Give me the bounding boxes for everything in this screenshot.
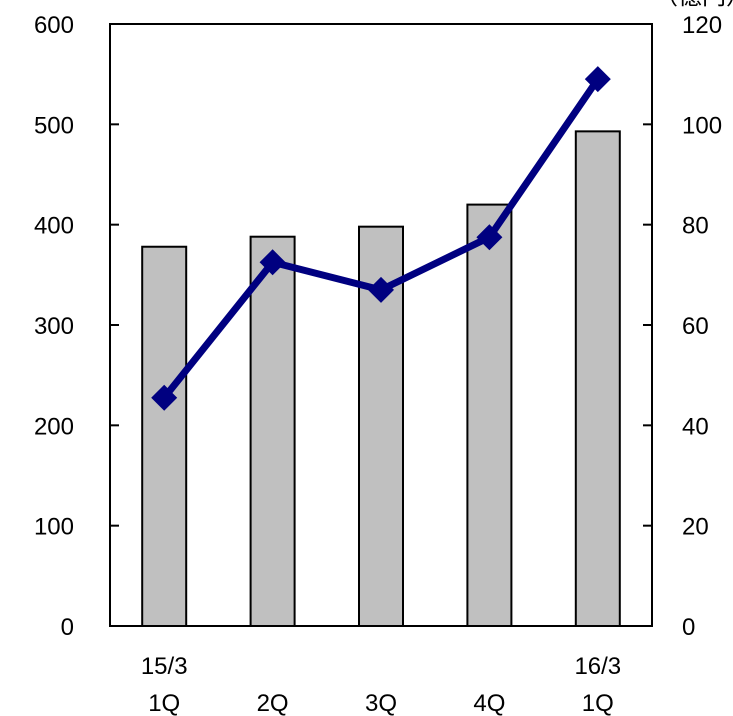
line-marker <box>259 249 286 276</box>
bar <box>141 245 188 628</box>
right-axis-unit-label: （億円） <box>654 0 733 10</box>
right-tick-label: 60 <box>682 313 709 340</box>
category-label-line1: 15/3 <box>141 653 188 680</box>
line-series <box>151 66 611 411</box>
left-tick-label: 0 <box>61 614 74 641</box>
right-tick-label: 0 <box>682 614 695 641</box>
category-label-line1: 16/3 <box>574 653 621 680</box>
left-tick-label: 200 <box>34 413 74 440</box>
line-marker <box>584 66 611 93</box>
bar <box>466 203 513 627</box>
right-tick-label: 80 <box>682 213 709 240</box>
left-tick-label: 100 <box>34 514 74 541</box>
category-label-line2: 1Q <box>582 690 614 716</box>
category-label-line2: 2Q <box>257 690 289 716</box>
right-tick-label: 40 <box>682 413 709 440</box>
bar <box>249 235 296 627</box>
bar <box>574 130 621 628</box>
left-axis: 0 100 200 300 400 500 600 <box>34 12 119 641</box>
left-tick-label: 600 <box>34 12 74 39</box>
right-tick-label: 120 <box>682 12 722 39</box>
line-marker <box>151 384 178 411</box>
left-tick-label: 500 <box>34 112 74 139</box>
bar-series <box>141 130 621 628</box>
category-axis: 15/3 1Q 2Q 3Q 4Q 16/3 1Q <box>141 653 621 716</box>
line-marker <box>476 224 503 251</box>
right-tick-label: 20 <box>682 514 709 541</box>
left-tick-label: 400 <box>34 213 74 240</box>
category-label-line2: 4Q <box>473 690 505 716</box>
category-label-line2: 1Q <box>148 690 180 716</box>
right-axis: 0 20 40 60 80 100 120 <box>643 12 722 641</box>
category-label-line2: 3Q <box>365 690 397 716</box>
left-tick-label: 300 <box>34 313 74 340</box>
line-marker <box>368 276 394 303</box>
right-tick-label: 100 <box>682 112 722 139</box>
